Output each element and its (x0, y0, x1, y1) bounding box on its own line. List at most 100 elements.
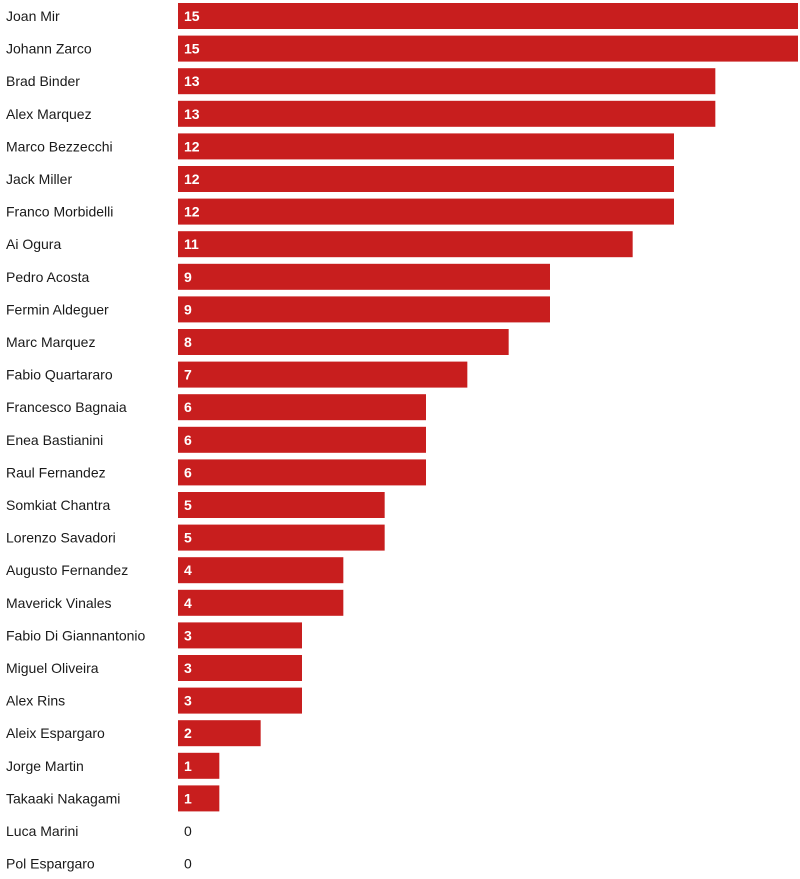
category-label: Joan Mir (6, 8, 60, 24)
category-label: Alex Marquez (6, 106, 92, 122)
value-label: 1 (184, 758, 192, 774)
bar (178, 687, 302, 714)
category-label: Johann Zarco (6, 41, 92, 57)
category-label: Jorge Martin (6, 758, 84, 774)
bar (178, 459, 426, 486)
bar (178, 231, 633, 258)
bar-row-franco-morbidelli: Franco Morbidelli 12 (6, 198, 674, 225)
bar (178, 68, 716, 95)
bar (178, 3, 798, 29)
category-label: Maverick Vinales (6, 595, 112, 611)
category-label: Jack Miller (6, 171, 72, 187)
bar-row-fabio-di-giannantonio: Fabio Di Giannantonio 3 (6, 622, 302, 649)
category-label: Somkiat Chantra (6, 497, 110, 513)
bar (178, 198, 674, 225)
value-label: 5 (184, 530, 192, 546)
bar (178, 35, 798, 62)
category-label: Pol Espargaro (6, 856, 95, 872)
value-label: 13 (184, 106, 200, 122)
bar-row-maverick-vinales: Maverick Vinales 4 (6, 589, 344, 616)
bar (178, 589, 344, 616)
bar-row-joan-mir: Joan Mir 15 (6, 3, 798, 29)
bar-row-ai-ogura: Ai Ogura 11 (6, 231, 633, 258)
category-label: Ai Ogura (6, 236, 61, 252)
bar-row-augusto-fernandez: Augusto Fernandez 4 (6, 557, 344, 584)
value-label: 13 (184, 73, 200, 89)
category-label: Brad Binder (6, 73, 80, 89)
bar (178, 720, 261, 747)
value-label: 12 (184, 171, 200, 187)
category-label: Augusto Fernandez (6, 562, 128, 578)
bar (178, 329, 509, 355)
bar-row-luca-marini: Luca Marini 0 (6, 823, 192, 839)
value-label: 6 (184, 432, 192, 448)
bar (178, 361, 468, 388)
value-label: 8 (184, 334, 192, 350)
value-label: 4 (184, 562, 192, 578)
bar (178, 296, 550, 323)
bar (178, 166, 674, 192)
value-label: 6 (184, 464, 192, 480)
bar-row-brad-binder: Brad Binder 13 (6, 68, 716, 95)
bar-row-fermin-aldeguer: Fermin Aldeguer 9 (6, 296, 550, 323)
category-label: Aleix Espargaro (6, 725, 105, 741)
category-label: Franco Morbidelli (6, 204, 113, 220)
bar-row-somkiat-chantra: Somkiat Chantra 5 (6, 492, 385, 518)
bar-row-francesco-bagnaia: Francesco Bagnaia 6 (6, 394, 426, 421)
bar (178, 785, 220, 812)
value-label: 15 (184, 41, 200, 57)
value-label: 3 (184, 693, 192, 709)
bar (178, 557, 344, 584)
bar-row-alex-rins: Alex Rins 3 (6, 687, 302, 714)
category-label: Francesco Bagnaia (6, 399, 127, 415)
bar (178, 622, 302, 649)
bar-row-jorge-martin: Jorge Martin 1 (6, 752, 220, 779)
value-label: 15 (184, 8, 200, 24)
bar (178, 752, 220, 779)
bar-row-pedro-acosta: Pedro Acosta 9 (6, 263, 550, 290)
bar-row-aleix-espargaro: Aleix Espargaro 2 (6, 720, 261, 747)
bar-row-raul-fernandez: Raul Fernandez 6 (6, 459, 426, 486)
bar (178, 133, 674, 160)
bar-row-lorenzo-savadori: Lorenzo Savadori 5 (6, 524, 385, 551)
bar-row-jack-miller: Jack Miller 12 (6, 166, 674, 192)
value-label: 3 (184, 627, 192, 643)
bar (178, 263, 550, 290)
category-label: Miguel Oliveira (6, 660, 99, 676)
category-label: Enea Bastianini (6, 432, 103, 448)
bar (178, 426, 426, 453)
category-label: Marc Marquez (6, 334, 95, 350)
bar-row-takaaki-nakagami: Takaaki Nakagami 1 (6, 785, 220, 812)
category-label: Raul Fernandez (6, 464, 106, 480)
bar (178, 100, 716, 127)
bar-row-miguel-oliveira: Miguel Oliveira 3 (6, 655, 302, 681)
bar-row-marc-marquez: Marc Marquez 8 (6, 329, 509, 355)
category-label: Alex Rins (6, 693, 65, 709)
bar (178, 655, 302, 681)
bar (178, 524, 385, 551)
bar-row-enea-bastianini: Enea Bastianini 6 (6, 426, 426, 453)
value-label: 9 (184, 301, 192, 317)
value-label: 7 (184, 367, 192, 383)
value-label: 1 (184, 790, 192, 806)
value-label: 5 (184, 497, 192, 513)
value-label: 2 (184, 725, 192, 741)
category-label: Luca Marini (6, 823, 78, 839)
bar-row-fabio-quartararo: Fabio Quartararo 7 (6, 361, 468, 388)
value-label: 12 (184, 204, 200, 220)
category-label: Takaaki Nakagami (6, 790, 120, 806)
value-label: 0 (184, 856, 192, 872)
bar-row-pol-espargaro: Pol Espargaro 0 (6, 856, 192, 872)
value-label: 3 (184, 660, 192, 676)
bar-row-alex-marquez: Alex Marquez 13 (6, 100, 716, 127)
category-label: Fabio Quartararo (6, 367, 113, 383)
value-label: 6 (184, 399, 192, 415)
value-label: 4 (184, 595, 192, 611)
value-label: 11 (184, 236, 199, 252)
category-label: Fabio Di Giannantonio (6, 627, 146, 643)
bar (178, 492, 385, 518)
bar-row-marco-bezzecchi: Marco Bezzecchi 12 (6, 133, 674, 160)
category-label: Fermin Aldeguer (6, 301, 109, 317)
